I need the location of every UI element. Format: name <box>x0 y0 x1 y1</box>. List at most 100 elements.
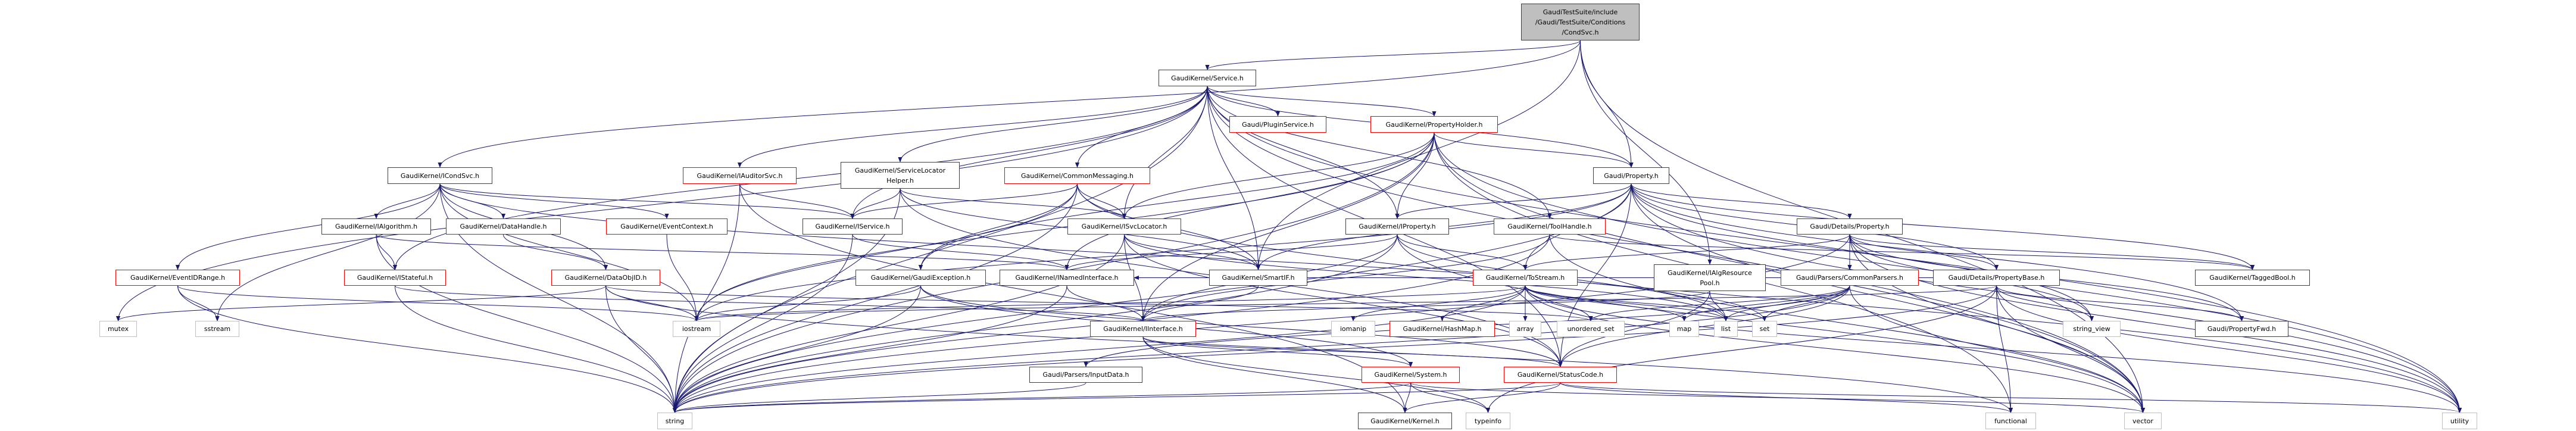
node-to-stream[interactable]: GaudiKernel/ToStream.h <box>1473 270 1578 286</box>
edge-status-code-to-kernel <box>1403 382 1561 413</box>
node-iproperty[interactable]: GaudiKernel/IProperty.h <box>1345 218 1449 235</box>
node-event-idrange[interactable]: GaudiKernel/EventIDRange.h <box>115 270 240 286</box>
node-property-base[interactable]: Gaudi/Details/PropertyBase.h <box>1933 270 2060 286</box>
edge-event-idrange-to-string <box>177 285 677 413</box>
node-iservice[interactable]: GaudiKernel/IService.h <box>803 218 903 235</box>
node-event-context[interactable]: GaudiKernel/EventContext.h <box>606 218 727 235</box>
node-isvc-locator[interactable]: GaudiKernel/ISvcLocator.h <box>1067 218 1181 235</box>
node-input-data[interactable]: Gaudi/Parsers/InputData.h <box>1029 367 1142 383</box>
edge-property-base-to-iostream <box>695 285 1997 321</box>
node-string-view[interactable]: string_view <box>2063 321 2121 337</box>
node-property-holder[interactable]: GaudiKernel/PropertyHolder.h <box>1370 116 1498 133</box>
edge-to-stream-to-iomanip <box>1351 285 1526 321</box>
node-common-parsers[interactable]: Gaudi/Parsers/CommonParsers.h <box>1781 270 1919 286</box>
node-data-obj-id[interactable]: GaudiKernel/DataObjID.h <box>551 270 660 286</box>
node-ialgorithm[interactable]: GaudiKernel/IAlgorithm.h <box>321 218 431 235</box>
node-data-handle[interactable]: GaudiKernel/DataHandle.h <box>446 218 561 235</box>
edge-icond-svc-to-event-idrange <box>175 183 441 270</box>
edge-icond-svc-to-iostream <box>439 183 699 321</box>
node-typeinfo[interactable]: typeinfo <box>1466 413 1510 429</box>
node-system[interactable]: GaudiKernel/System.h <box>1362 367 1460 383</box>
node-iomanip[interactable]: iomanip <box>1331 321 1375 337</box>
node-array[interactable]: array <box>1509 321 1541 337</box>
node-inamed-interface[interactable]: GaudiKernel/INamedInterface.h <box>1000 270 1134 286</box>
node-smart-if[interactable]: GaudiKernel/SmartIF.h <box>1209 270 1307 286</box>
node-map[interactable]: map <box>1669 321 1699 337</box>
node-label: GaudiKernel/TaggedBool.h <box>2209 274 2296 282</box>
edge-ialg-resource-pool-to-status-code <box>1558 291 1710 367</box>
node-status-code[interactable]: GaudiKernel/StatusCode.h <box>1504 367 1617 383</box>
node-tool-handle[interactable]: GaudiKernel/ToolHandle.h <box>1494 218 1606 235</box>
node-service[interactable]: GaudiKernel/Service.h <box>1159 70 1256 86</box>
edge-data-obj-id-to-iostream <box>605 285 699 321</box>
node-label: GaudiKernel/IAlgorithm.h <box>335 223 418 230</box>
edge-iinterface-to-kernel <box>1142 336 1407 413</box>
edge-property-to-iostream <box>694 183 1632 321</box>
node-iostream[interactable]: iostream <box>673 321 720 337</box>
edge-property-base-to-functional <box>1996 285 2013 413</box>
edge-ialg-resource-pool-to-list <box>1709 291 1728 321</box>
node-label: GaudiKernel/Kernel.h <box>1370 417 1440 425</box>
node-list[interactable]: list <box>1714 321 1738 337</box>
node-label: Gaudi/Parsers/InputData.h <box>1042 371 1129 379</box>
node-label: GaudiKernel/CommonMessaging.h <box>1020 171 1134 180</box>
node-label: GaudiKernel/ISvcLocator.h <box>1081 223 1167 230</box>
node-utility[interactable]: utility <box>2442 413 2477 429</box>
edge-property-to-details-property <box>1631 183 1852 219</box>
edge-status-code-to-utility <box>1560 382 2462 413</box>
edge-service-to-tool-handle <box>1207 86 1552 219</box>
node-gaudi-exception[interactable]: GaudiKernel/GaudiException.h <box>855 270 986 286</box>
edge-iauditor-svc-to-string <box>672 183 740 413</box>
node-iinterface[interactable]: GaudiKernel/IInterface.h <box>1090 321 1196 337</box>
edge-service-to-iservice <box>850 86 1208 219</box>
node-icond-svc[interactable]: GaudiKernel/ICondSvc.h <box>388 167 492 184</box>
edge-cond-svc-to-service <box>1205 40 1581 70</box>
edge-system-to-string <box>673 382 1411 413</box>
node-property[interactable]: Gaudi/Property.h <box>1593 167 1669 184</box>
edge-service-to-iproperty <box>1207 86 1400 219</box>
node-label: string_view <box>2073 325 2110 333</box>
node-label: GaudiKernel/EventContext.h <box>620 223 713 230</box>
node-unordered-set[interactable]: unordered_set <box>1557 321 1625 337</box>
edge-details-property-to-tagged-bool <box>1849 234 2255 270</box>
node-sstream[interactable]: sstream <box>195 321 239 337</box>
node-plugin-service[interactable]: Gaudi/PluginService.h <box>1229 116 1326 133</box>
node-label: GaudiKernel/System.h <box>1374 371 1447 379</box>
edge-property-base-to-typeinfo <box>1485 285 1997 413</box>
node-label: functional <box>1994 417 2027 425</box>
node-hash-map[interactable]: GaudiKernel/HashMap.h <box>1390 321 1495 337</box>
node-tagged-bool[interactable]: GaudiKernel/TaggedBool.h <box>2195 270 2310 286</box>
node-cond-svc[interactable]: GaudiTestSuite/include /Gaudi/TestSuite/… <box>1521 4 1640 40</box>
node-vector[interactable]: vector <box>2124 413 2162 429</box>
node-istateful[interactable]: GaudiKernel/IStateful.h <box>344 270 446 286</box>
node-property-fwd[interactable]: Gaudi/PropertyFwd.h <box>2195 321 2288 337</box>
edge-icond-svc-to-set <box>439 183 1767 321</box>
edge-iinterface-to-typeinfo <box>1142 336 1491 413</box>
node-set[interactable]: set <box>1752 321 1777 337</box>
edge-property-holder-to-iostream <box>694 132 1435 321</box>
edge-ialg-resource-pool-to-iinterface <box>1141 291 1710 321</box>
node-svc-loc-helper[interactable]: GaudiKernel/ServiceLocator Helper.h <box>841 162 960 189</box>
node-functional[interactable]: functional <box>1985 413 2036 429</box>
node-mutex[interactable]: mutex <box>99 321 137 337</box>
node-iauditor-svc[interactable]: GaudiKernel/IAuditorSvc.h <box>683 167 797 184</box>
edge-to-stream-to-set <box>1525 285 1767 321</box>
node-label: Gaudi/Details/Property.h <box>1810 223 1890 230</box>
edge-iproperty-to-string <box>672 234 1398 413</box>
edge-service-to-string <box>672 86 1208 413</box>
node-kernel[interactable]: GaudiKernel/Kernel.h <box>1358 413 1452 429</box>
node-details-property[interactable]: Gaudi/Details/Property.h <box>1797 218 1903 235</box>
edge-common-messaging-to-string <box>672 183 1078 413</box>
node-label: list <box>1721 325 1731 333</box>
edge-details-property-to-string <box>673 234 1850 413</box>
edge-cond-svc-to-ialg-resource-pool <box>1580 40 1712 265</box>
node-label: typeinfo <box>1474 417 1502 425</box>
edge-details-property-to-to-stream <box>1523 234 1850 270</box>
node-ialg-resource-pool[interactable]: GaudiKernel/IAlgResource Pool.h <box>1654 264 1766 291</box>
edge-isvc-locator-to-string <box>672 234 1125 413</box>
node-common-messaging[interactable]: GaudiKernel/CommonMessaging.h <box>1004 167 1150 184</box>
node-string[interactable]: string <box>657 413 692 429</box>
edge-event-idrange-to-iostream <box>177 285 699 321</box>
node-label: GaudiKernel/ICondSvc.h <box>400 171 480 180</box>
